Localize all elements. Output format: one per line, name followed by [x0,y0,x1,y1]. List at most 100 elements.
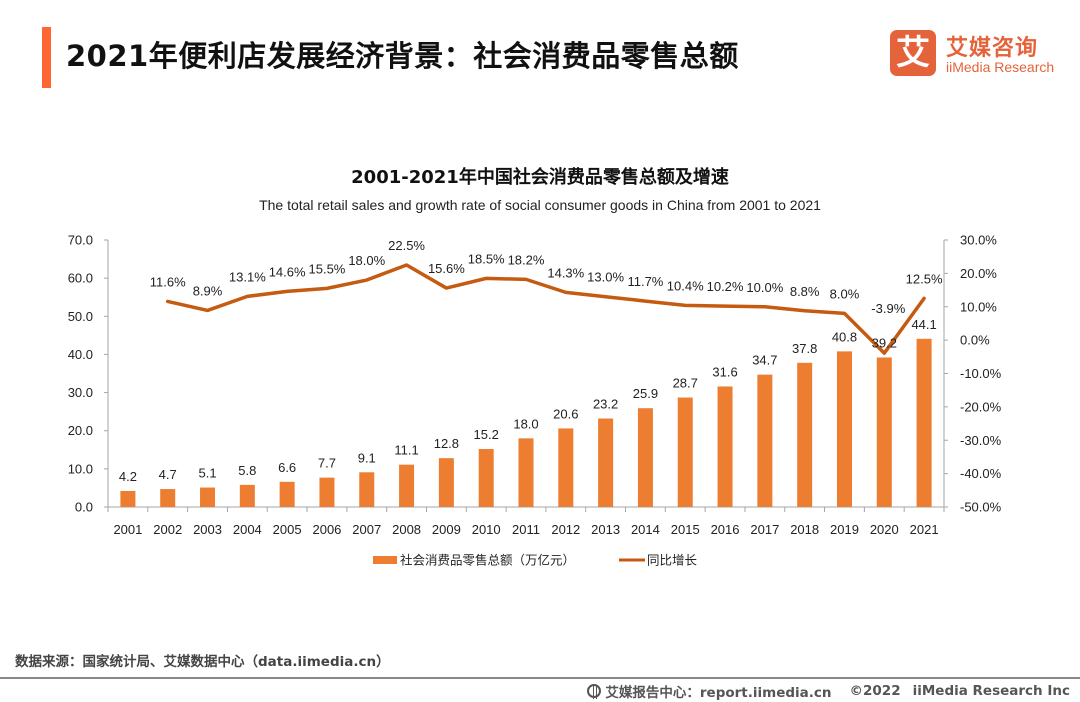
x-axis-tick-label: 2020 [870,522,899,537]
left-axis-tick-label: 40.0 [68,347,93,362]
x-axis-tick-label: 2003 [193,522,222,537]
right-axis-tick-label: -10.0% [960,366,1002,381]
bar-label-2002: 4.7 [159,467,177,482]
copyright: ©2022 [849,683,901,699]
bar-2013 [598,418,614,507]
bar-label-2020: 39.2 [872,335,897,350]
growth-label-2015: 10.4% [667,278,704,293]
bar-2020 [876,357,892,507]
x-axis-tick-label: 2012 [551,522,580,537]
report-center-link[interactable]: 艾媒报告中心：report.iimedia.cn [605,685,832,701]
bar-label-2001: 4.2 [119,469,137,484]
x-axis-tick-label: 2010 [472,522,501,537]
line-labels: 11.6%8.9%13.1% 14.6% 15.5%18.0%22.5%15.6%1… [150,238,943,316]
legend-line-label: 同比增长 [647,553,698,568]
growth-label-2007: 18.0% [348,253,385,268]
x-axis-tick-label: 2011 [512,522,540,537]
right-axis-tick-label: 20.0% [960,266,997,281]
bar-2008 [399,464,415,507]
bar-label-2012: 20.6 [553,406,578,421]
left-axis-tick-label: 70.0 [68,233,93,248]
data-source: 数据来源：国家统计局、艾媒数据中心（data.iimedia.cn） [15,654,390,670]
growth-label-2009: 15.6% [428,261,465,276]
footer: 艾媒报告中心：report.iimedia.cn ©2022 iiMedia R… [587,681,1070,701]
growth-label-2013: 13.0% [587,270,624,285]
bar-label-2014: 25.9 [633,386,658,401]
growth-label-2019: 8.0% [830,286,860,301]
left-axis-tick-label: 0.0 [75,500,93,515]
left-axis-tick-label: 10.0 [68,461,93,476]
bar-label-2017: 34.7 [752,353,777,368]
x-axis-tick-label: 2005 [273,522,302,537]
chart: 0.0 10.0 20.0 30.0 40.0 50.0 60.0 70.0 -50.0% -40… [68,233,1002,568]
bar-2009 [438,458,454,507]
right-axis-tick-label: 10.0% [960,299,997,314]
x-axis-tick-label: 2004 [233,522,262,537]
growth-label-2010: 18.5% [468,251,505,266]
company-name: iiMedia Research Inc [912,683,1070,699]
legend: 社会消费品零售总额（万亿元） 同比增长 [373,553,698,568]
growth-label-2005: 14.6% [269,264,306,279]
left-axis-tick-label: 50.0 [68,309,93,324]
bar-label-2011: 18.0 [513,416,538,431]
legend-bar-swatch [373,556,397,564]
bar-2004 [239,484,255,507]
bar-2012 [558,428,574,507]
bar-2002 [160,489,176,507]
bar-2005 [279,481,295,507]
bar-label-2006: 7.7 [318,456,336,471]
logo-cn-text: 艾媒咨询 [946,36,1039,61]
x-axis-tick-label: 2015 [671,522,700,537]
axes: 0.0 10.0 20.0 30.0 40.0 50.0 60.0 70.0 -50.0% -40… [68,233,1002,538]
bar-2007 [359,472,375,507]
bar-2014 [637,408,653,507]
x-axis-tick-label: 2006 [312,522,341,537]
right-axis-tick-label: -40.0% [960,466,1002,481]
x-axis-tick-label: 2014 [631,522,660,537]
growth-line [165,263,926,355]
bar-label-2003: 5.1 [198,466,216,481]
bar-labels: 4.2 4.7 5.1 5.8 6.6 7.7 9.1 11.1 12.8 15.2 18.0 20.… [119,317,937,484]
x-axis-tick-label: 2002 [153,522,182,537]
logo-en-text: iiMedia Research [946,59,1055,75]
bar-2006 [319,477,335,507]
bar-2015 [677,397,693,507]
left-axis-tick-label: 20.0 [68,423,93,438]
bar-label-2007: 9.1 [358,450,376,465]
x-axis-tick-label: 2019 [830,522,859,537]
bar-label-2016: 31.6 [712,364,737,379]
bar-label-2008: 11.1 [394,443,418,458]
bar-2021 [916,338,932,507]
x-axis-tick-label: 2001 [113,522,142,537]
growth-label-2021: 12.5% [906,271,943,286]
bar-2019 [836,351,852,507]
growth-label-2014: 11.7% [627,274,663,289]
left-axis-tick-label: 60.0 [68,271,93,286]
right-axis-tick-label: 30.0% [960,233,997,248]
x-axis-tick-label: 2009 [432,522,461,537]
right-axis-tick-label: -50.0% [960,500,1002,515]
bar-label-2021: 44.1 [911,317,936,332]
page-title: 2021年便利店发展经济背景：社会消费品零售总额 [66,39,739,73]
iimedia-logo: 艾 艾媒咨询 iiMedia Research [890,30,1080,82]
growth-label-2004: 13.1% [229,269,266,284]
right-axis-tick-label: -20.0% [960,399,1002,414]
bar-label-2010: 15.2 [474,427,499,442]
chart-subtitle: The total retail sales and growth rate o… [259,197,821,213]
x-axis-tick-label: 2007 [352,522,381,537]
growth-label-2006: 15.5% [309,261,346,276]
growth-label-2016: 10.2% [707,279,744,294]
growth-line-path [165,263,926,355]
growth-label-2011: 18.2% [508,252,545,267]
title-accent-bar [42,27,51,88]
x-axis-tick-label: 2013 [591,522,620,537]
legend-bar-label: 社会消费品零售总额（万亿元） [400,553,575,568]
bar-label-2004: 5.8 [238,463,256,478]
bar-2017 [757,374,773,507]
bar-2010 [478,449,494,507]
footer-divider [0,677,1080,679]
bar-2003 [200,487,216,507]
bar-label-2005: 6.6 [278,460,296,475]
bars [120,338,932,507]
growth-label-2008: 22.5% [388,238,425,253]
